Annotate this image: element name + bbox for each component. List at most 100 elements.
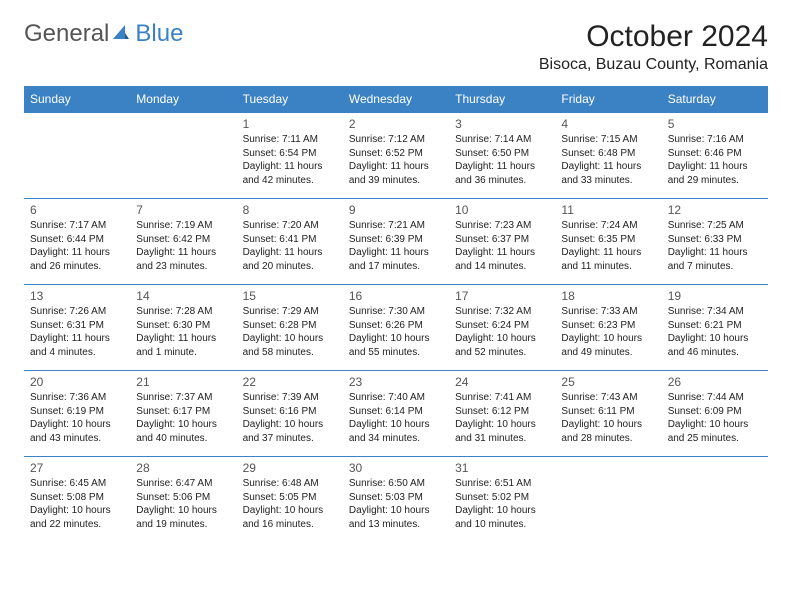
sunrise-text: Sunrise: 7:40 AM <box>349 391 443 405</box>
day-info: Sunrise: 7:34 AMSunset: 6:21 PMDaylight:… <box>668 305 762 359</box>
daylight-text: Daylight: 10 hours and 22 minutes. <box>30 504 124 531</box>
daylight-text: Daylight: 11 hours and 26 minutes. <box>30 246 124 273</box>
sunrise-text: Sunrise: 7:43 AM <box>561 391 655 405</box>
daylight-text: Daylight: 11 hours and 17 minutes. <box>349 246 443 273</box>
day-number: 27 <box>30 461 124 475</box>
day-info: Sunrise: 7:29 AMSunset: 6:28 PMDaylight:… <box>243 305 337 359</box>
sunrise-text: Sunrise: 7:37 AM <box>136 391 230 405</box>
week-row: 13Sunrise: 7:26 AMSunset: 6:31 PMDayligh… <box>24 285 768 371</box>
day-header-sun: Sunday <box>24 86 130 113</box>
daylight-text: Daylight: 11 hours and 29 minutes. <box>668 160 762 187</box>
day-cell: 18Sunrise: 7:33 AMSunset: 6:23 PMDayligh… <box>555 285 661 371</box>
day-cell: 24 Sunrise: 7:41 AMSunset: 6:12 PMDayligh… <box>449 371 555 457</box>
daylight-text: Daylight: 11 hours and 39 minutes. <box>349 160 443 187</box>
day-number: 18 <box>561 289 655 303</box>
sunrise-text: Sunrise: 7:25 AM <box>668 219 762 233</box>
day-info: Sunrise: 7:16 AMSunset: 6:46 PMDaylight:… <box>668 133 762 187</box>
day-header-wed: Wednesday <box>343 86 449 113</box>
day-number: 17 <box>455 289 549 303</box>
day-number: 4 <box>561 117 655 131</box>
day-cell: 29Sunrise: 6:48 AMSunset: 5:05 PMDayligh… <box>237 457 343 543</box>
sunset-text: Sunset: 6:14 PM <box>349 405 443 419</box>
day-cell <box>24 113 130 199</box>
day-number: 15 <box>243 289 337 303</box>
daylight-text: Daylight: 10 hours and 28 minutes. <box>561 418 655 445</box>
daylight-text: Daylight: 10 hours and 46 minutes. <box>668 332 762 359</box>
sunset-text: Sunset: 6:17 PM <box>136 405 230 419</box>
daylight-text: Daylight: 11 hours and 20 minutes. <box>243 246 337 273</box>
day-cell: 13Sunrise: 7:26 AMSunset: 6:31 PMDayligh… <box>24 285 130 371</box>
day-info: Sunrise: 7:39 AMSunset: 6:16 PMDaylight:… <box>243 391 337 445</box>
sunrise-text: Sunrise: 7:16 AM <box>668 133 762 147</box>
day-number: 24 <box>455 375 549 389</box>
daylight-text: Daylight: 10 hours and 13 minutes. <box>349 504 443 531</box>
sunrise-text: Sunrise: 7:20 AM <box>243 219 337 233</box>
day-cell <box>555 457 661 543</box>
day-number: 25 <box>561 375 655 389</box>
sunset-text: Sunset: 6:16 PM <box>243 405 337 419</box>
day-cell: 15 Sunrise: 7:29 AMSunset: 6:28 PMDayligh… <box>237 285 343 371</box>
sunset-text: Sunset: 6:11 PM <box>561 405 655 419</box>
calendar-body: 1Sunrise: 7:11 AMSunset: 6:54 PMDaylight… <box>24 113 768 543</box>
sunset-text: Sunset: 6:12 PM <box>455 405 549 419</box>
day-cell: 3 Sunrise: 7:14 AMSunset: 6:50 PMDaylight… <box>449 113 555 199</box>
sunrise-text: Sunrise: 7:44 AM <box>668 391 762 405</box>
sunrise-text: Sunrise: 7:19 AM <box>136 219 230 233</box>
day-cell: 11Sunrise: 7:24 AMSunset: 6:35 PMDayligh… <box>555 199 661 285</box>
day-info: Sunrise: 7:30 AMSunset: 6:26 PMDaylight:… <box>349 305 443 359</box>
day-cell: 25 Sunrise: 7:43 AMSunset: 6:11 PMDayligh… <box>555 371 661 457</box>
sunset-text: Sunset: 6:19 PM <box>30 405 124 419</box>
daylight-text: Daylight: 10 hours and 34 minutes. <box>349 418 443 445</box>
day-info: Sunrise: 7:26 AMSunset: 6:31 PMDaylight:… <box>30 305 124 359</box>
day-info: Sunrise: 7:41 AMSunset: 6:12 PMDaylight:… <box>455 391 549 445</box>
day-cell: 17 Sunrise: 7:32 AMSunset: 6:24 PMDayligh… <box>449 285 555 371</box>
day-cell: 30Sunrise: 6:50 AMSunset: 5:03 PMDayligh… <box>343 457 449 543</box>
day-cell: 8Sunrise: 7:20 AMSunset: 6:41 PMDaylight… <box>237 199 343 285</box>
day-cell: 21Sunrise: 7:37 AMSunset: 6:17 PMDayligh… <box>130 371 236 457</box>
sunset-text: Sunset: 6:28 PM <box>243 319 337 333</box>
day-info: Sunrise: 7:14 AMSunset: 6:50 PMDaylight:… <box>455 133 549 187</box>
day-info: Sunrise: 7:43 AMSunset: 6:11 PMDaylight:… <box>561 391 655 445</box>
day-number: 19 <box>668 289 762 303</box>
day-cell: 20Sunrise: 7:36 AMSunset: 6:19 PMDayligh… <box>24 371 130 457</box>
day-cell: 14Sunrise: 7:28 AMSunset: 6:30 PMDayligh… <box>130 285 236 371</box>
sunset-text: Sunset: 6:21 PM <box>668 319 762 333</box>
day-cell: 19 Sunrise: 7:34 AMSunset: 6:21 PMDayligh… <box>662 285 768 371</box>
daylight-text: Daylight: 10 hours and 58 minutes. <box>243 332 337 359</box>
day-info: Sunrise: 7:32 AMSunset: 6:24 PMDaylight:… <box>455 305 549 359</box>
sunrise-text: Sunrise: 7:21 AM <box>349 219 443 233</box>
daylight-text: Daylight: 11 hours and 14 minutes. <box>455 246 549 273</box>
sunset-text: Sunset: 6:41 PM <box>243 233 337 247</box>
day-number: 7 <box>136 203 230 217</box>
day-cell: 23Sunrise: 7:40 AMSunset: 6:14 PMDayligh… <box>343 371 449 457</box>
location: Bisoca, Buzau County, Romania <box>539 56 768 74</box>
day-number: 3 <box>455 117 549 131</box>
sunrise-text: Sunrise: 7:23 AM <box>455 219 549 233</box>
day-info: Sunrise: 7:15 AMSunset: 6:48 PMDaylight:… <box>561 133 655 187</box>
sunrise-text: Sunrise: 7:11 AM <box>243 133 337 147</box>
sunset-text: Sunset: 6:37 PM <box>455 233 549 247</box>
title-block: October 2024 Bisoca, Buzau County, Roman… <box>539 20 768 74</box>
sunrise-text: Sunrise: 7:29 AM <box>243 305 337 319</box>
day-cell: 31Sunrise: 6:51 AMSunset: 5:02 PMDayligh… <box>449 457 555 543</box>
daylight-text: Daylight: 10 hours and 19 minutes. <box>136 504 230 531</box>
day-info: Sunrise: 7:44 AMSunset: 6:09 PMDaylight:… <box>668 391 762 445</box>
daylight-text: Daylight: 10 hours and 49 minutes. <box>561 332 655 359</box>
sunset-text: Sunset: 6:35 PM <box>561 233 655 247</box>
day-info: Sunrise: 6:47 AMSunset: 5:06 PMDaylight:… <box>136 477 230 531</box>
sunrise-text: Sunrise: 7:39 AM <box>243 391 337 405</box>
day-number: 29 <box>243 461 337 475</box>
day-header-mon: Monday <box>130 86 236 113</box>
day-number: 2 <box>349 117 443 131</box>
sunset-text: Sunset: 6:46 PM <box>668 147 762 161</box>
day-info: Sunrise: 7:11 AMSunset: 6:54 PMDaylight:… <box>243 133 337 187</box>
sunset-text: Sunset: 6:09 PM <box>668 405 762 419</box>
day-cell <box>662 457 768 543</box>
logo-text-2: Blue <box>135 20 183 48</box>
day-info: Sunrise: 7:21 AMSunset: 6:39 PMDaylight:… <box>349 219 443 273</box>
sunset-text: Sunset: 6:50 PM <box>455 147 549 161</box>
daylight-text: Daylight: 11 hours and 11 minutes. <box>561 246 655 273</box>
sunset-text: Sunset: 6:48 PM <box>561 147 655 161</box>
day-cell: 22Sunrise: 7:39 AMSunset: 6:16 PMDayligh… <box>237 371 343 457</box>
sunrise-text: Sunrise: 6:47 AM <box>136 477 230 491</box>
